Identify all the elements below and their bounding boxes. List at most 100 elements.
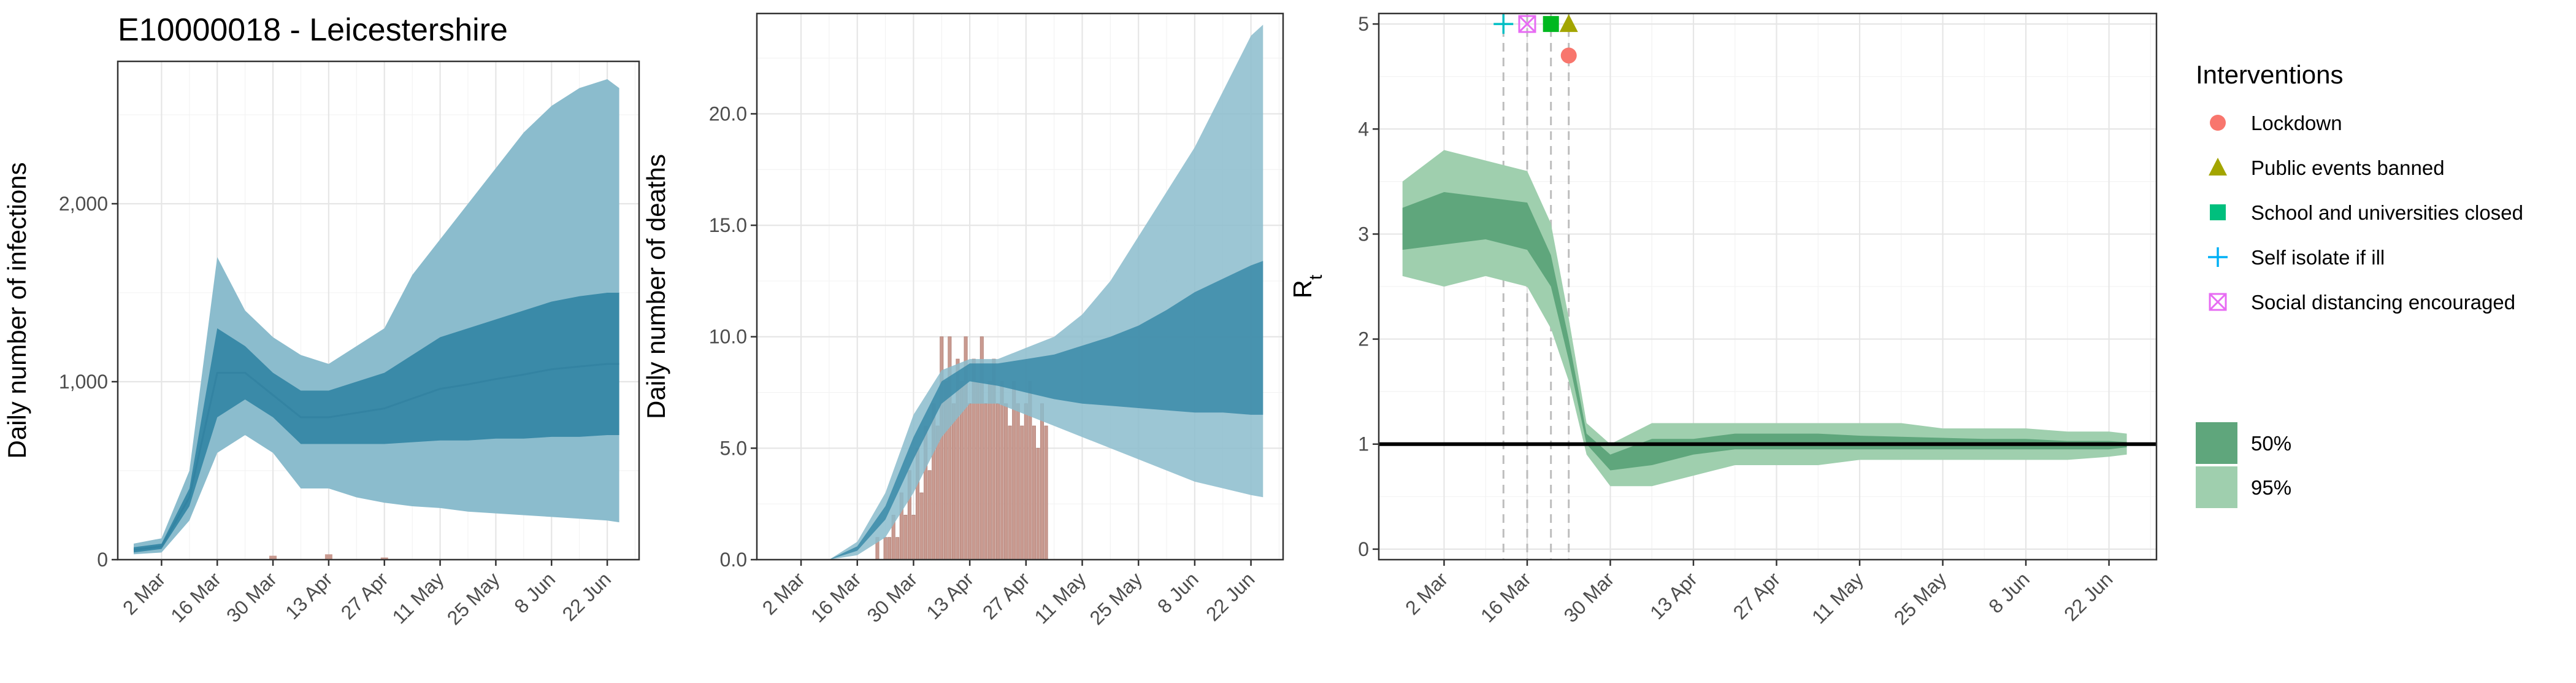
legend-band-key: [2196, 422, 2237, 464]
panel-border: [117, 60, 640, 561]
reported-death-bar: [984, 403, 988, 560]
reported-death-bar: [951, 403, 956, 560]
reported-death-bar: [1004, 403, 1008, 560]
legend-band-label: 50%: [2251, 432, 2291, 455]
reported-death-bar: [1040, 403, 1045, 560]
y-axis-title-1: Daily number of infections: [2, 162, 31, 458]
intervention-marker: [1518, 15, 1536, 33]
reported-death-bar: [968, 403, 972, 560]
legend-key: [2208, 247, 2228, 267]
x-tick-label: 11 May: [1807, 568, 1868, 628]
reported-death-bar: [1000, 380, 1004, 560]
reported-death-bar: [1016, 403, 1020, 560]
x-tick-label: 8 Jun: [1984, 568, 2034, 617]
x-tick-label: 27 Apr: [978, 568, 1034, 623]
panel-border: [1378, 12, 2158, 561]
y-tick-label: 0.0: [720, 549, 747, 571]
legend-label: Lockdown: [2251, 112, 2342, 134]
legend-band-label: 95%: [2251, 476, 2291, 499]
reported-death-bar: [1044, 425, 1048, 560]
reported-death-bar: [919, 492, 924, 560]
intervention-marker: [1493, 14, 1514, 34]
y-tick-label: 1: [1358, 433, 1369, 455]
y-tick-label: 2: [1358, 328, 1369, 350]
x-tick-label: 25 May: [1086, 568, 1147, 629]
x-tick-label: 16 Mar: [1476, 568, 1535, 627]
reported-death-bar: [883, 537, 887, 560]
x-tick-label: 27 Apr: [1729, 568, 1785, 623]
reported-death-bar: [1020, 425, 1024, 560]
reported-death-bar: [976, 380, 980, 560]
ci-band-95: [1402, 150, 2127, 487]
x-tick-label: 11 May: [388, 568, 448, 628]
legend-label: Social distancing encouraged: [2251, 291, 2515, 314]
legend-label: Public events banned: [2251, 156, 2445, 179]
chart-title: E10000018 - Leicestershire: [118, 12, 508, 48]
ci-band-50: [134, 293, 619, 553]
y-tick-label: 0: [97, 549, 108, 571]
x-tick-label: 30 Mar: [222, 568, 281, 627]
y-tick-label: 1,000: [59, 371, 108, 393]
reported-case-bar: [380, 557, 388, 560]
y-tick-label: 3: [1358, 223, 1369, 245]
x-tick-label: 8 Jun: [1153, 568, 1203, 617]
y-tick-label: 2,000: [59, 193, 108, 215]
x-tick-label: 22 Jun: [1202, 568, 1259, 625]
y-tick-label: 0: [1358, 538, 1369, 560]
x-tick-label: 8 Jun: [510, 568, 559, 617]
x-tick-label: 16 Mar: [807, 568, 865, 627]
x-tick-label: 2 Mar: [1401, 568, 1452, 619]
y-tick-label: 10.0: [709, 326, 747, 348]
reported-death-bar: [895, 537, 900, 560]
legend: Interventions Lockdown Public events banne…: [2196, 60, 2523, 508]
x-tick-label: 22 Jun: [2060, 568, 2117, 625]
y-axis-title-subscript: t: [1306, 274, 1326, 280]
panel-3: [1379, 14, 2156, 560]
x-tick-label: 13 Apr: [1646, 568, 1701, 623]
reported-death-bar: [995, 403, 1000, 560]
panel-1: [118, 61, 639, 561]
x-tick-label: 22 Jun: [558, 568, 615, 625]
y-tick-label: 5: [1358, 13, 1369, 35]
x-tick-label: 27 Apr: [337, 568, 393, 623]
ci-band-50: [829, 261, 1263, 560]
reported-death-bar: [911, 514, 916, 560]
legend-key: [2210, 115, 2226, 131]
y-axis-title-2: Daily number of deaths: [642, 154, 670, 419]
x-tick-label: 2 Mar: [758, 568, 810, 619]
x-tick-label: 30 Mar: [863, 568, 922, 627]
panel-border: [756, 12, 1284, 561]
legend-label: Self isolate if ill: [2251, 246, 2385, 269]
reported-death-bar: [887, 537, 892, 560]
legend-title: Interventions: [2196, 60, 2343, 89]
reported-death-bar: [1032, 425, 1036, 560]
reported-case-bar: [324, 554, 332, 560]
x-tick-label: 11 May: [1030, 568, 1090, 628]
y-tick-label: 5.0: [720, 437, 747, 459]
legend-key: [2210, 204, 2226, 220]
x-tick-label: 30 Mar: [1560, 568, 1619, 627]
intervention-marker: [1560, 47, 1577, 64]
y-tick-label: 4: [1358, 118, 1369, 140]
reported-death-bar: [927, 470, 932, 560]
median-line: [133, 363, 619, 551]
x-tick-label: 16 Mar: [166, 568, 225, 627]
axes-3: 0 1 2 3 4 5 2 Mar 16 Mar 30 Mar 13 Apr 27 Apr 11 Ma…: [1358, 12, 2158, 629]
y-tick-label: 15.0: [709, 214, 747, 236]
legend-label: School and universities closed: [2251, 201, 2523, 224]
legend-band-key: [2196, 466, 2237, 508]
x-tick-label: 25 May: [443, 568, 504, 629]
legend-key: [2209, 293, 2227, 311]
x-tick-label: 13 Apr: [281, 568, 337, 623]
y-tick-label: 20.0: [709, 102, 747, 125]
reported-death-bar: [1024, 403, 1028, 560]
ci-band-95: [829, 25, 1263, 560]
y-axis-title-3: Rt: [1288, 274, 1326, 298]
legend-key: [2209, 158, 2227, 176]
reported-death-bar: [903, 514, 908, 560]
panel-2: [757, 14, 1283, 561]
x-tick-label: 2 Mar: [118, 568, 170, 619]
reported-case-bar: [269, 555, 277, 560]
x-tick-label: 25 May: [1890, 568, 1951, 629]
